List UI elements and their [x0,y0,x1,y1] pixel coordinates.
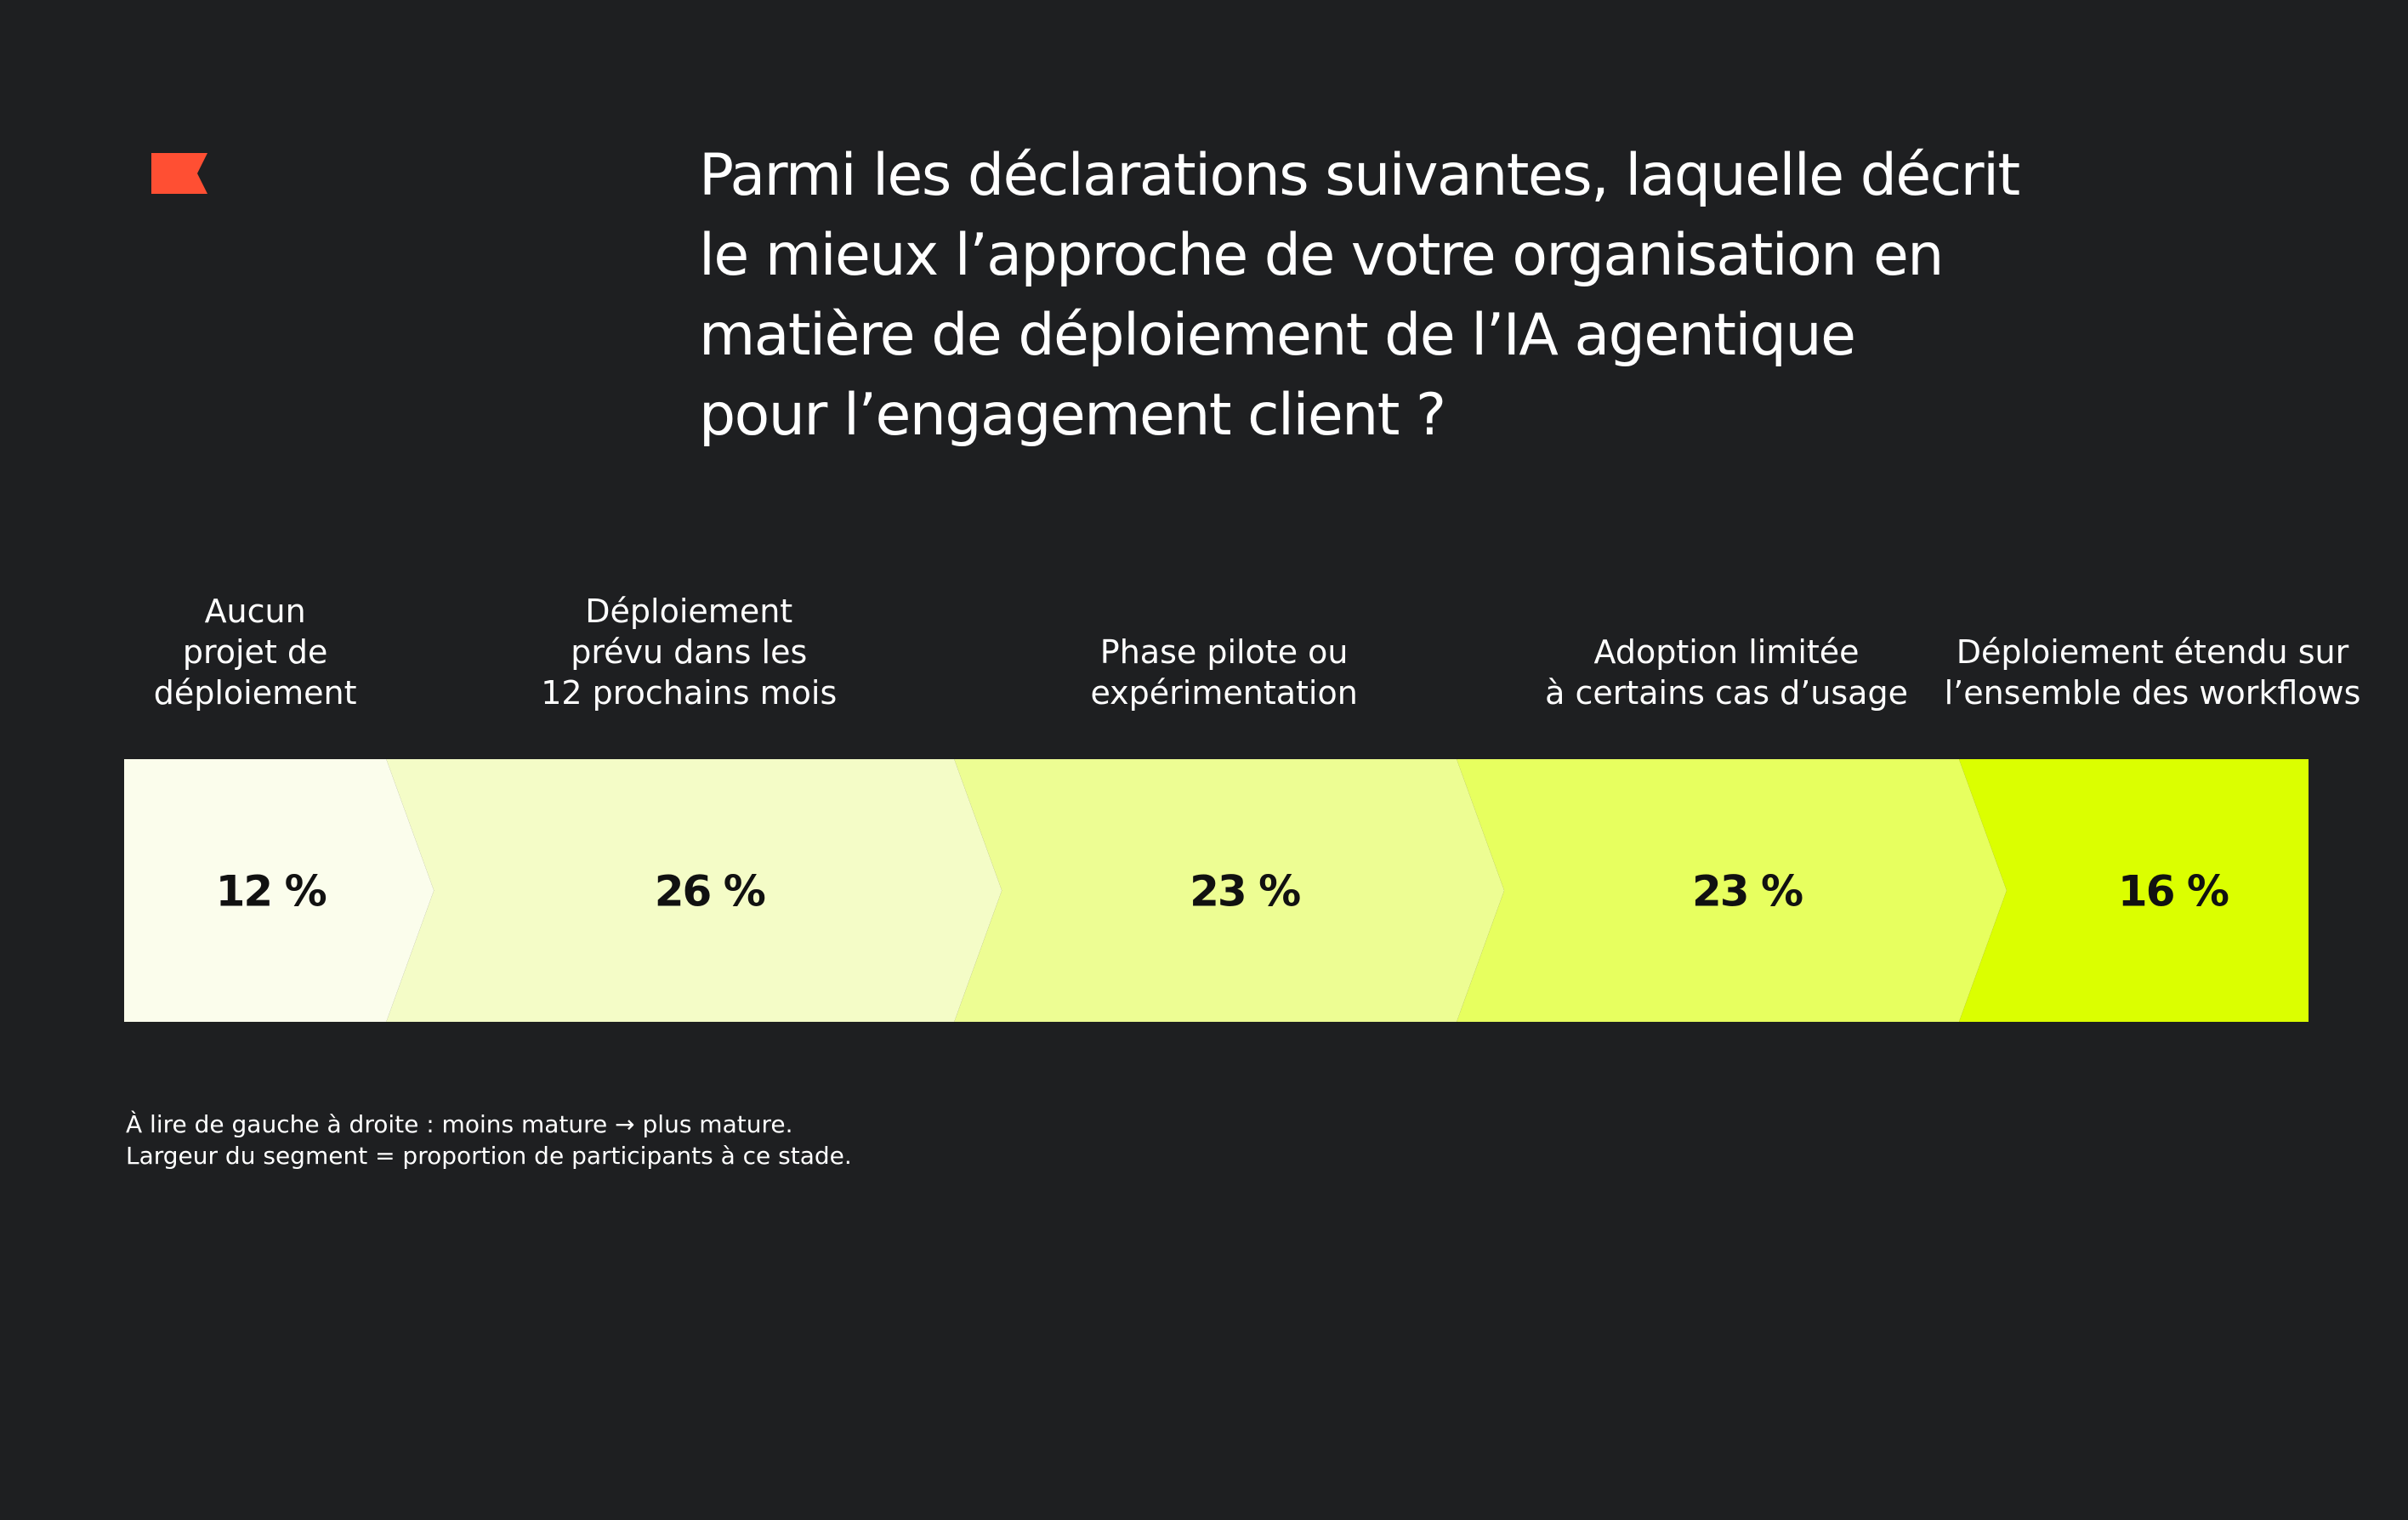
note-reading-direction: À lire de gauche à droite : moins mature… [126,1110,793,1138]
note-segment-width: Largeur du segment = proportion de parti… [126,1142,852,1170]
stage-label-line: Phase pilote ou [1100,633,1349,671]
value-label-1: 12 % [216,867,327,916]
bar-segment-1 [124,759,434,1022]
stage-label-line: Déploiement [585,593,792,630]
value-label-5: 16 % [2118,867,2229,916]
flag-icon [151,153,207,194]
stage-label-line: déploiement [154,674,357,712]
stage-label-line: Aucun [205,593,306,630]
value-label-3: 23 % [1190,867,1300,916]
question-line: pour l’engagement client ? [699,382,1446,449]
stage-label-line: Adoption limitée [1594,633,1860,671]
question-line: le mieux l’approche de votre organisatio… [699,222,1944,289]
question-title: Parmi les déclarations suivantes, laquel… [699,136,2144,456]
value-label-4: 23 % [1692,867,1803,916]
chart-notes: À lire de gauche à droite : moins mature… [126,1109,852,1171]
value-label-2: 26 % [655,867,765,916]
stage-label-line: expérimentation [1090,674,1357,712]
bar-segment-3 [954,759,1505,1022]
stage-label-line: projet de [183,633,328,671]
stage-label-line: Déploiement étendu sur [1956,633,2349,671]
stage-label-3: Phase pilote ou expérimentation [1090,633,1357,712]
stage-label-1: Aucun projet de déploiement [154,593,357,712]
stage-label-2: Déploiement prévu dans les 12 prochains mo… [541,593,837,712]
stage-label-line: 12 prochains mois [541,674,837,712]
bar-segment-4 [1457,759,2007,1022]
question-line: matière de déploiement de l’IA agentique [699,302,1856,369]
stage-label-5: Déploiement étendu sur l’ensemble des wor… [1945,633,2361,712]
stage-label-line: prévu dans les [571,633,807,671]
stage-label-4: Adoption limitée à certains cas d’usage [1545,633,1908,712]
bar-segment-2 [386,759,1002,1022]
stage-label-line: l’ensemble des workflows [1945,674,2361,712]
question-line: Parmi les déclarations suivantes, laquel… [699,142,2020,209]
maturity-chart: 12 % 26 % 23 % 23 % 16 % Aucun projet de déplo… [124,593,2361,1022]
stage-label-line: à certains cas d’usage [1545,674,1908,712]
bar-segment-5 [1958,759,2309,1022]
